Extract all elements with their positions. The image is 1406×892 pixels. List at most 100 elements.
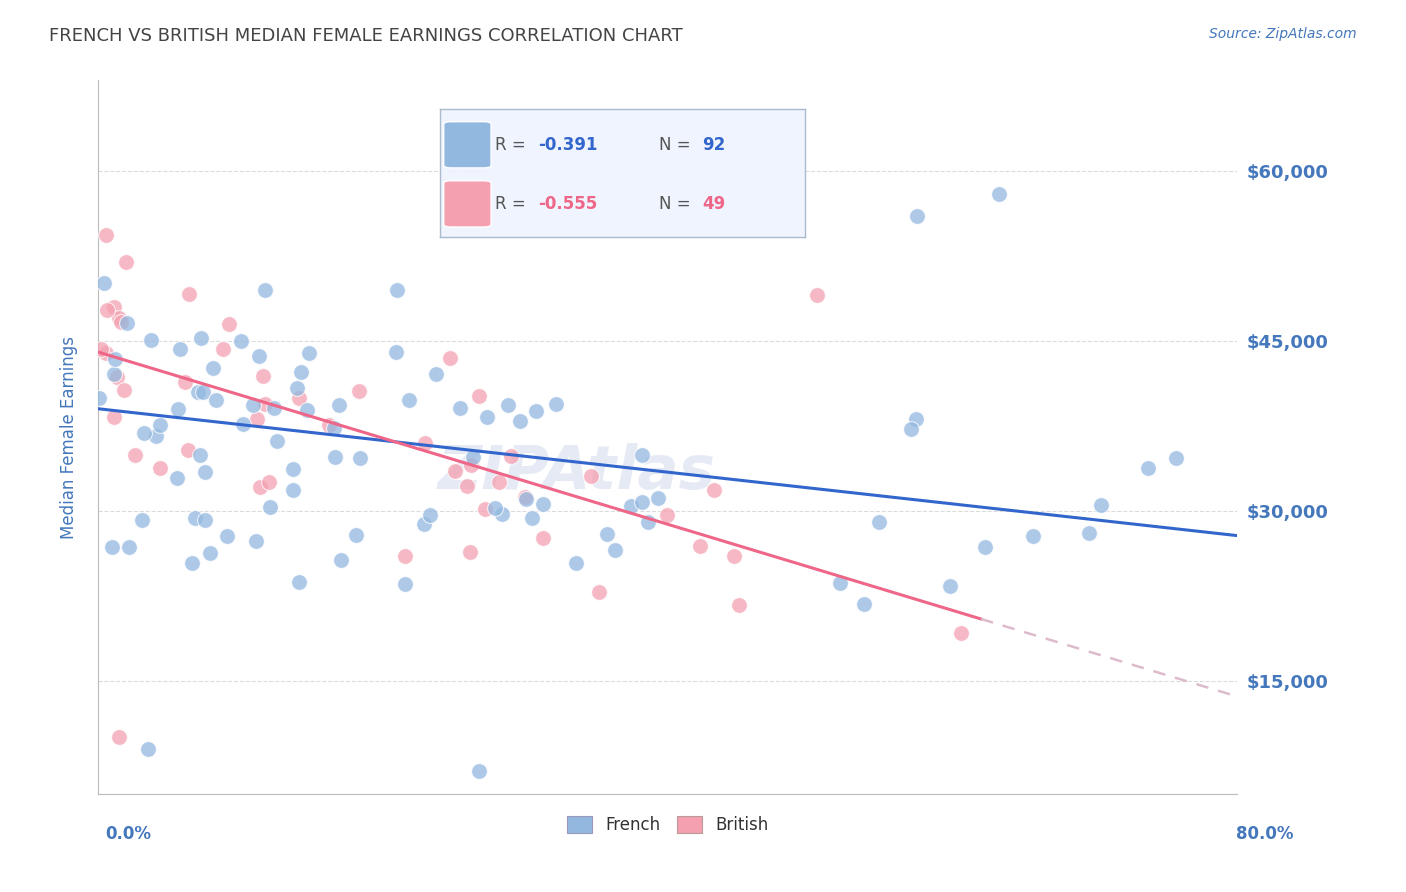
Text: 0.0%: 0.0% — [105, 825, 152, 843]
Point — [806, 288, 828, 302]
Point — [987, 186, 1010, 201]
Point — [212, 343, 235, 357]
Point — [103, 300, 125, 314]
Point — [246, 412, 269, 426]
Point — [115, 254, 138, 268]
Point — [105, 370, 128, 384]
Point — [425, 367, 447, 381]
Point — [413, 436, 436, 450]
Point — [110, 315, 132, 329]
Text: Source: ZipAtlas.com: Source: ZipAtlas.com — [1209, 27, 1357, 41]
Point — [131, 513, 153, 527]
Point — [531, 497, 554, 511]
Point — [96, 227, 118, 242]
Point — [288, 575, 311, 590]
Point — [112, 383, 135, 397]
Point — [184, 511, 207, 525]
Point — [828, 576, 851, 591]
Point — [249, 480, 271, 494]
Point — [488, 475, 510, 489]
Point — [103, 367, 125, 381]
Point — [477, 409, 499, 424]
Point — [1077, 526, 1099, 541]
Point — [449, 401, 471, 415]
Point — [181, 556, 204, 570]
Point — [515, 490, 537, 504]
Point — [394, 576, 416, 591]
Point — [263, 401, 285, 416]
Point — [939, 579, 962, 593]
Y-axis label: Median Female Earnings: Median Female Earnings — [59, 335, 77, 539]
Point — [94, 346, 117, 360]
Point — [193, 385, 215, 400]
Point — [588, 585, 610, 599]
Point — [232, 417, 254, 431]
Point — [90, 342, 112, 356]
Point — [149, 460, 172, 475]
Point — [322, 421, 344, 435]
Point — [509, 414, 531, 428]
Point — [93, 276, 115, 290]
Point — [703, 483, 725, 497]
Point — [198, 546, 221, 560]
Point — [330, 553, 353, 567]
Point — [194, 465, 217, 479]
Point — [596, 527, 619, 541]
Point — [564, 556, 586, 570]
Point — [103, 409, 125, 424]
Point — [177, 287, 200, 301]
Point — [247, 349, 270, 363]
Point — [231, 334, 253, 348]
Point — [318, 417, 340, 432]
Point — [281, 483, 304, 497]
Point — [242, 398, 264, 412]
Point — [89, 391, 111, 405]
Point — [546, 397, 568, 411]
Point — [259, 500, 281, 515]
Point — [456, 479, 478, 493]
Point — [347, 384, 370, 399]
Point — [215, 529, 238, 543]
Point — [1164, 450, 1187, 465]
Point — [297, 403, 319, 417]
Text: ZIPAtlas: ZIPAtlas — [437, 443, 716, 502]
Point — [252, 369, 274, 384]
Point — [973, 540, 995, 554]
Point — [349, 450, 371, 465]
Point — [132, 425, 155, 440]
Point — [385, 345, 408, 359]
Point — [281, 461, 304, 475]
Point — [468, 389, 491, 403]
Point — [468, 764, 491, 779]
Point — [484, 501, 506, 516]
Point — [328, 398, 350, 412]
Point — [202, 360, 225, 375]
Point — [194, 513, 217, 527]
Point — [655, 508, 678, 522]
Text: 80.0%: 80.0% — [1236, 825, 1294, 843]
Point — [496, 399, 519, 413]
Point — [1136, 460, 1159, 475]
Point — [218, 317, 240, 331]
Point — [344, 528, 367, 542]
Point — [868, 516, 890, 530]
Point — [491, 507, 513, 521]
Point — [204, 392, 226, 407]
Point — [253, 397, 276, 411]
Point — [101, 540, 124, 554]
Text: FRENCH VS BRITISH MEDIAN FEMALE EARNINGS CORRELATION CHART: FRENCH VS BRITISH MEDIAN FEMALE EARNINGS… — [49, 27, 683, 45]
Point — [620, 499, 643, 513]
Point — [458, 545, 481, 559]
Point — [637, 516, 659, 530]
Point — [323, 450, 346, 465]
Point — [630, 495, 652, 509]
Point — [1022, 529, 1045, 543]
Point — [257, 475, 280, 490]
Point — [115, 316, 138, 330]
Point — [266, 434, 288, 449]
Point — [139, 333, 162, 347]
Point — [118, 540, 141, 554]
Point — [603, 543, 626, 558]
Point — [124, 448, 146, 462]
Point — [398, 392, 420, 407]
